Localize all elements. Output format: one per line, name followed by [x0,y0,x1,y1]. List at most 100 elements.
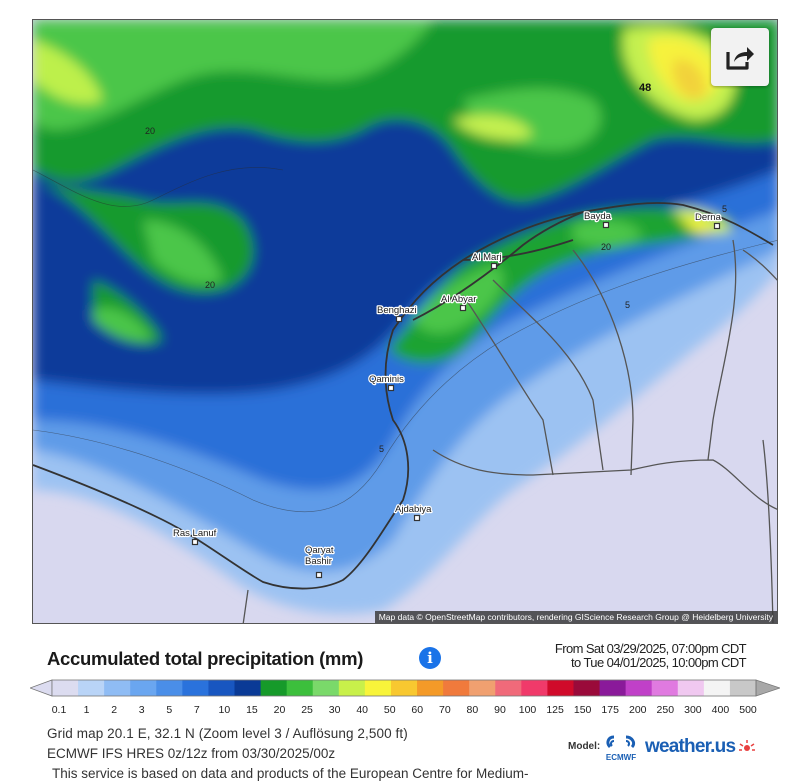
city-dot [315,571,323,579]
legend-swatch [547,680,574,696]
contour-value-label: 20 [145,126,155,136]
city-label: Derna [695,212,722,223]
city-marker: Derna [694,211,723,230]
legend-tick-label: 60 [411,704,424,716]
legend-swatch [104,680,131,696]
legend-swatch [625,680,653,696]
legend-swatch [52,680,79,696]
secondary-roads [242,239,777,623]
contour-value-label: 20 [205,280,215,290]
legend-swatch [390,680,418,696]
city-dot [191,538,199,546]
city-label: Qaminis [369,374,404,385]
sun-icon [738,740,755,751]
legend-swatch [312,680,340,696]
map-canvas[interactable]: 20 20 20 5 5 5 Bayda Derna Al Marj Al Abyar Bengh… [33,20,778,624]
legend-tick-label: 30 [328,704,341,716]
legend-tick-label: 250 [656,704,675,716]
legend-tick-label: 20 [273,704,286,716]
title-text: Accumulated total precipitation [47,648,315,669]
legend-swatch [677,680,705,696]
precip-field [33,20,777,614]
legend-tick-label: 125 [546,704,564,716]
city-dot [459,304,467,312]
legend-tick-label: 40 [356,704,368,716]
city-dot [602,221,610,229]
precipitation-map[interactable]: 20 20 20 5 5 5 Bayda Derna Al Marj Al Abyar Bengh… [32,19,778,624]
city-dot [413,514,421,522]
legend-arrow-right [755,679,780,697]
city-label: Ajdabiya [395,504,432,515]
legend-tick-label: 100 [518,704,537,716]
legend-tick-label: 150 [573,704,592,716]
road-network [33,202,774,590]
footer-note: This service is based on data and produc… [52,766,529,781]
legend-swatch [156,680,183,696]
legend-swatch [599,680,627,696]
contour-label-layer: 20 20 20 5 5 5 [145,126,727,454]
legend-tick-label: 90 [494,704,506,716]
city-layer: Bayda Derna Al Marj Al Abyar Benghazi Qaminis… [172,210,723,579]
legend-tick-label: 10 [218,704,231,716]
city-marker: Benghazi [376,304,418,323]
legend-swatch [469,680,496,696]
legend-tick-label: 300 [684,704,702,716]
contour-value-label: 20 [601,242,611,252]
legend-tick-label: 5 [166,704,173,716]
legend-swatch [703,680,731,696]
legend-color-bar [30,679,780,697]
page-title: Accumulated total precipitation (mm) [47,648,363,670]
city-label: Al Abyar [441,294,476,305]
contour-value-label: 5 [379,444,384,454]
legend-tick-label: 7 [193,704,200,716]
legend-swatch [729,680,757,696]
ecmwf-text: ECMWF [606,753,636,762]
time-from: From Sat 03/29/2025, 07:00pm CDT [554,641,747,656]
city-marker: Ajdabiya [394,503,433,522]
legend-tick-label: 50 [383,704,396,716]
share-icon [726,47,754,70]
share-button[interactable] [711,28,769,86]
time-range: From Sat 03/29/2025, 07:00pm CDT to Tue … [554,641,747,670]
city-label: Ras Lanuf [173,528,217,539]
city-marker: Qaryat Bashir [304,544,335,579]
legend-tick-label: 175 [601,704,619,716]
legend-swatch [651,680,679,696]
legend-tick-label: 400 [711,704,730,716]
legend-swatch [338,680,366,696]
legend-swatch [364,680,392,696]
legend-swatch [521,680,548,696]
map-attribution: Map data © OpenStreetMap contributors, r… [374,611,777,623]
weather-us-logo[interactable]: weather.us [645,734,758,758]
city-label: Al Marj [472,252,502,263]
legend-swatch [208,680,236,696]
brand-name: weather. [645,736,715,757]
legend-tick-label: 1 [83,704,90,716]
city-dot [713,222,721,230]
legend-tick-label: 0.1 [51,704,67,716]
grid-info: Grid map 20.1 E, 32.1 N (Zoom level 3 / … [47,726,408,741]
legend-tick-label: 3 [138,704,145,716]
city-dot [490,262,498,270]
city-marker: Al Marj [471,251,503,270]
legend-labels: 0.1 1 2 3 5 7 10 15 20 25 30 40 50 60 70 80 90 100 125 150 1… [0,704,810,718]
legend-tick-label: 25 [301,704,313,716]
city-marker: Al Abyar [440,293,478,312]
contour-value-label: 5 [722,204,727,214]
peak-value-label: 48 [639,82,652,94]
legend-swatch [443,680,470,696]
model-info: ECMWF IFS HRES 0z/12z from 03/30/2025/00… [47,746,336,761]
title-unit: (mm) [319,648,364,669]
legend-swatch [417,680,444,696]
city-marker: Qaminis [368,373,405,392]
city-label: Qaryat Bashir [305,545,334,567]
info-icon[interactable]: i [419,647,441,669]
legend-tick-label: 80 [466,704,479,716]
city-dot [387,384,395,392]
city-label: Bayda [584,211,612,222]
city-label: Benghazi [377,305,417,316]
legend-tick-label: 2 [111,704,118,716]
legend-swatch [182,680,209,696]
ecmwf-logo: ECMWF [606,735,636,762]
city-marker: Ras Lanuf [172,527,218,546]
